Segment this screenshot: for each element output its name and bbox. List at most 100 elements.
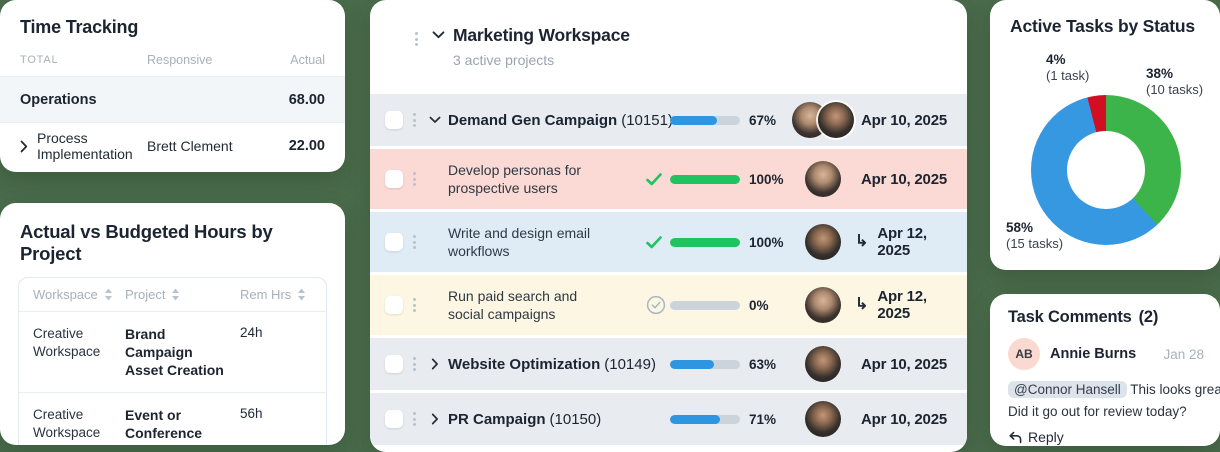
cell-workspace: Creative Workspace <box>33 407 101 440</box>
mention-chip[interactable]: @Connor Hansell <box>1008 381 1127 398</box>
avatar[interactable] <box>818 102 854 138</box>
progress-percent: 71% <box>749 411 777 427</box>
subtask-arrow-icon: ↳ <box>855 296 869 313</box>
row-name: Operations <box>20 91 97 108</box>
avatar[interactable]: AB <box>1008 338 1040 370</box>
done-check-icon <box>646 172 670 186</box>
chevron-right-icon[interactable] <box>428 413 442 425</box>
cell-workspace: Creative Workspace <box>33 326 101 359</box>
project-code: (10149) <box>604 355 656 373</box>
reply-button[interactable]: Reply <box>1008 429 1204 445</box>
chevron-right-icon[interactable] <box>20 140 28 153</box>
row-checkbox[interactable] <box>385 355 403 373</box>
progress-bar <box>670 115 740 125</box>
row-checkbox[interactable] <box>385 296 403 314</box>
due-date: Apr 10, 2025 <box>861 355 947 373</box>
avatar[interactable] <box>805 161 841 197</box>
row-actual-value: 68.00 <box>288 91 325 108</box>
active-tasks-by-status-card: Active Tasks by Status 4% (1 task) 38% (… <box>990 0 1220 270</box>
row-checkbox[interactable] <box>385 233 403 251</box>
table-row-operations[interactable]: Operations 68.00 <box>0 77 345 123</box>
avatar[interactable] <box>805 224 841 260</box>
avatar[interactable] <box>805 287 841 323</box>
cell-rem-hrs: 24h <box>240 325 263 340</box>
slice-label-red: 4% (1 task) <box>1046 52 1090 83</box>
avatar[interactable] <box>805 401 841 437</box>
drag-handle-icon[interactable] <box>413 113 416 127</box>
header-workspace[interactable]: Workspace <box>33 287 125 302</box>
drag-handle-icon[interactable] <box>415 32 418 46</box>
slice-label-blue: 58% (15 tasks) <box>1006 220 1064 251</box>
comment-author: Annie Burns <box>1050 346 1137 362</box>
avatar[interactable] <box>805 346 841 382</box>
project-label: PR Campaign (10150) <box>448 410 602 428</box>
project-code: (10150) <box>549 410 602 428</box>
row-actual-value: 22.00 <box>288 138 325 154</box>
task-row-paid-search[interactable]: Run paid search and social campaigns 0% … <box>370 275 967 335</box>
project-row-pr-campaign[interactable]: PR Campaign (10150) 71% Apr 10, 2025 <box>370 393 967 445</box>
slice-label-green: 38% (10 tasks) <box>1146 66 1204 97</box>
time-tracking-card: Time Tracking TOTAL Responsive Actual Op… <box>0 0 345 172</box>
comment-date: Jan 28 <box>1163 346 1204 362</box>
workspace-subtitle: 3 active projects <box>453 52 555 68</box>
table-row[interactable]: Creative Workspace Brand Campaign Asset … <box>19 312 326 393</box>
column-total: TOTAL <box>20 54 59 66</box>
row-checkbox[interactable] <box>385 410 403 428</box>
drag-handle-icon[interactable] <box>413 172 416 186</box>
header-rem-hrs[interactable]: Rem Hrs <box>240 287 312 302</box>
drag-handle-icon[interactable] <box>413 298 416 312</box>
progress-percent: 67% <box>749 112 777 128</box>
progress-bar <box>670 359 740 369</box>
header-project[interactable]: Project <box>125 287 240 302</box>
due-date: Apr 12, 2025 <box>877 288 927 322</box>
table-row[interactable]: Creative Workspace Event or Conference D… <box>19 393 326 445</box>
progress-percent: 0% <box>749 297 769 313</box>
assignee-avatars[interactable] <box>791 102 855 138</box>
done-check-icon <box>646 235 670 249</box>
progress-percent: 63% <box>749 356 777 372</box>
chart-title: Active Tasks by Status <box>1010 16 1195 36</box>
task-comments-card: Task Comments (2) AB Annie Burns Jan 28 … <box>990 294 1220 446</box>
workspace-header: Marketing Workspace 3 active projects <box>370 0 967 94</box>
reply-arrow-icon <box>1009 431 1022 443</box>
hours-table: Workspace Project Rem Hrs Creative Works… <box>18 277 327 445</box>
cell-rem-hrs: 56h <box>240 406 263 421</box>
chevron-down-icon[interactable] <box>431 31 445 39</box>
due-date: Apr 12, 2025 <box>877 225 927 259</box>
drag-handle-icon[interactable] <box>413 235 416 249</box>
column-responsive: Responsive <box>147 53 213 67</box>
progress-bar <box>670 174 740 184</box>
sort-icon <box>104 288 112 301</box>
progress-percent: 100% <box>749 234 784 250</box>
hours-card-title: Actual vs Budgeted Hours by Project <box>20 221 273 264</box>
project-label: Demand Gen Campaign (10151) <box>448 111 673 129</box>
comments-title: Task Comments <box>1008 308 1132 326</box>
project-label: Website Optimization (10149) <box>448 355 656 373</box>
due-date: Apr 10, 2025 <box>861 111 947 129</box>
chevron-down-icon[interactable] <box>428 116 442 124</box>
workspace-title: Marketing Workspace <box>453 25 630 45</box>
drag-handle-icon[interactable] <box>413 357 416 371</box>
drag-handle-icon[interactable] <box>413 412 416 426</box>
chevron-right-icon[interactable] <box>428 358 442 370</box>
row-responsive: Brett Clement <box>147 138 233 154</box>
project-row-website-optimization[interactable]: Website Optimization (10149) 63% Apr 10, … <box>370 338 967 390</box>
progress-percent: 100% <box>749 171 784 187</box>
row-checkbox[interactable] <box>385 111 403 129</box>
sort-icon <box>172 288 180 301</box>
task-row-develop-personas[interactable]: Develop personas for prospective users 1… <box>370 149 967 209</box>
project-code: (10151) <box>621 111 673 129</box>
sort-icon <box>298 288 306 301</box>
row-checkbox[interactable] <box>385 170 403 188</box>
comment-body: @Connor Hansell This looks great. Did it… <box>1008 381 1220 419</box>
progress-bar <box>670 414 740 424</box>
progress-bar <box>670 237 740 247</box>
task-row-email-workflows[interactable]: Write and design email workflows 100% ↳ … <box>370 212 967 272</box>
marketing-workspace-panel: Marketing Workspace 3 active projects De… <box>370 0 967 452</box>
column-actual: Actual <box>290 53 325 67</box>
table-row-process-implementation[interactable]: Process Implementation Brett Clement 22.… <box>0 123 345 169</box>
project-row-demand-gen[interactable]: Demand Gen Campaign (10151) 67% Apr 10, 2… <box>370 94 967 146</box>
donut-chart <box>1031 95 1181 245</box>
cell-project: Brand Campaign Asset Creation <box>125 326 224 378</box>
subtask-arrow-icon: ↳ <box>855 233 869 250</box>
